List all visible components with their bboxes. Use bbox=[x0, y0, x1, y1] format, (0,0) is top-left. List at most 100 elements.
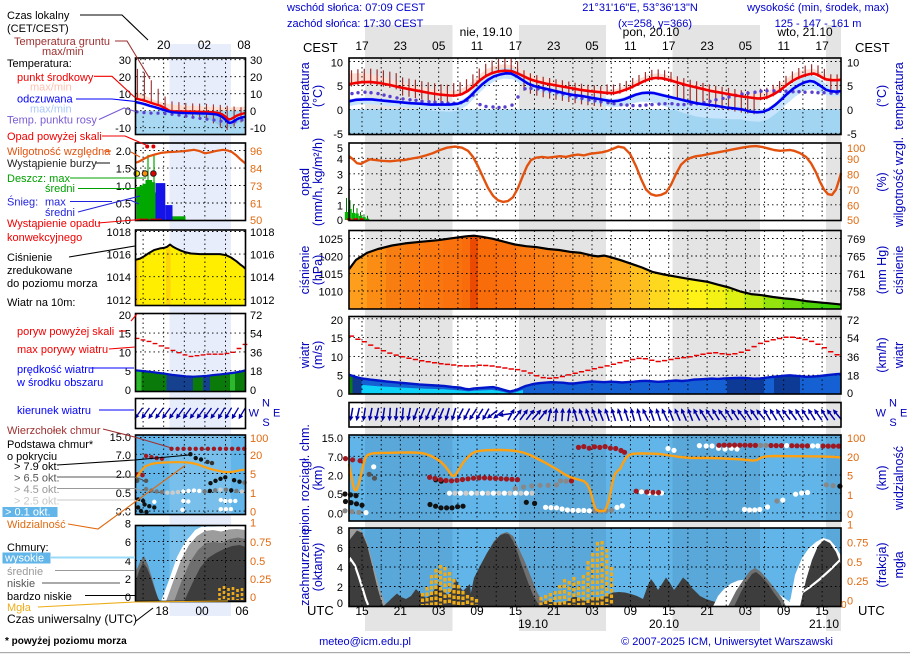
svg-text:0.5: 0.5 bbox=[328, 489, 343, 501]
svg-text:20.10: 20.10 bbox=[649, 617, 679, 631]
svg-text:769: 769 bbox=[847, 234, 865, 246]
svg-text:765: 765 bbox=[847, 252, 865, 264]
svg-text:1010: 1010 bbox=[319, 287, 343, 299]
svg-text:> 0.1 okt.: > 0.1 okt. bbox=[5, 507, 51, 519]
svg-text:Opad powyżej skali: Opad powyżej skali bbox=[7, 131, 102, 143]
svg-text:10: 10 bbox=[331, 58, 343, 70]
svg-text:5: 5 bbox=[337, 371, 343, 383]
svg-text:20: 20 bbox=[250, 450, 262, 462]
svg-text:0: 0 bbox=[337, 598, 343, 610]
svg-text:21°31'16"E, 53°36'13"N: 21°31'16"E, 53°36'13"N bbox=[582, 2, 698, 14]
svg-text:2: 2 bbox=[337, 185, 343, 197]
svg-text:temperatura: temperatura bbox=[892, 62, 906, 129]
svg-text:1018: 1018 bbox=[250, 227, 274, 239]
svg-text:Chmury:: Chmury: bbox=[7, 542, 49, 554]
svg-text:61: 61 bbox=[250, 199, 262, 211]
svg-text:761: 761 bbox=[847, 269, 865, 281]
svg-text:* powyżej poziomu morza: * powyżej poziomu morza bbox=[5, 636, 127, 647]
svg-text:60: 60 bbox=[847, 200, 859, 212]
svg-text:17: 17 bbox=[355, 39, 369, 53]
svg-text:4: 4 bbox=[337, 154, 343, 166]
svg-text:5: 5 bbox=[250, 469, 256, 481]
svg-text:ciśnienie: ciśnienie bbox=[298, 246, 312, 295]
svg-text:Wiatr na 10m:: Wiatr na 10m: bbox=[7, 297, 75, 309]
svg-text:5: 5 bbox=[847, 471, 853, 483]
svg-text:© 2007-2025 ICM, Uniwersytet W: © 2007-2025 ICM, Uniwersytet Warszawski bbox=[621, 636, 833, 648]
svg-text:20: 20 bbox=[250, 72, 262, 84]
svg-text:5: 5 bbox=[337, 143, 343, 155]
svg-text:02: 02 bbox=[198, 38, 212, 52]
svg-text:100: 100 bbox=[250, 433, 268, 445]
svg-text:prędkość wiatru: prędkość wiatru bbox=[17, 364, 94, 376]
svg-text:03: 03 bbox=[739, 604, 753, 618]
svg-text:Czas lokalny: Czas lokalny bbox=[7, 10, 70, 22]
svg-text:6: 6 bbox=[337, 543, 343, 555]
svg-text:meteo@icm.edu.pl: meteo@icm.edu.pl bbox=[319, 636, 411, 648]
svg-text:Wystąpienie burzy: Wystąpienie burzy bbox=[7, 158, 97, 170]
svg-text:mgła: mgła bbox=[892, 551, 906, 578]
svg-text:Wilgotność względna: Wilgotność względna bbox=[7, 146, 111, 158]
svg-text:wysokie: wysokie bbox=[4, 553, 44, 565]
svg-text:05: 05 bbox=[432, 39, 446, 53]
svg-text:36: 36 bbox=[250, 347, 262, 359]
svg-text:0: 0 bbox=[125, 592, 131, 604]
svg-text:20: 20 bbox=[119, 310, 131, 322]
svg-text:konwekcyjnego: konwekcyjnego bbox=[7, 232, 82, 244]
svg-text:21: 21 bbox=[394, 604, 408, 618]
svg-text:0: 0 bbox=[250, 385, 256, 397]
svg-text:18: 18 bbox=[250, 366, 262, 378]
svg-text:125 - 147 - 161 m: 125 - 147 - 161 m bbox=[775, 18, 862, 30]
svg-text:0: 0 bbox=[841, 600, 847, 611]
svg-text:30: 30 bbox=[119, 55, 131, 67]
svg-text:05: 05 bbox=[739, 39, 753, 53]
svg-text:8: 8 bbox=[337, 525, 343, 537]
svg-text:5: 5 bbox=[125, 366, 131, 378]
svg-text:20: 20 bbox=[157, 38, 171, 52]
svg-text:Temperatura:: Temperatura: bbox=[7, 58, 72, 70]
svg-text:(CET/CEST): (CET/CEST) bbox=[7, 23, 69, 35]
svg-text:5: 5 bbox=[337, 81, 343, 93]
svg-text:6: 6 bbox=[125, 537, 131, 549]
svg-text:1025: 1025 bbox=[319, 234, 343, 246]
svg-text:08: 08 bbox=[237, 38, 251, 52]
svg-text:21.10: 21.10 bbox=[809, 617, 839, 631]
svg-text:50: 50 bbox=[847, 215, 859, 227]
svg-text:średnie: średnie bbox=[7, 566, 43, 578]
svg-text:17: 17 bbox=[509, 39, 523, 53]
svg-text:0.5: 0.5 bbox=[116, 488, 131, 500]
svg-text:-5: -5 bbox=[847, 129, 857, 141]
svg-text:średni: średni bbox=[45, 183, 75, 195]
svg-text:punkt środkowy: punkt środkowy bbox=[17, 72, 94, 84]
svg-text:poryw powyżej skali: poryw powyżej skali bbox=[17, 326, 114, 338]
svg-text:max/min: max/min bbox=[30, 82, 72, 94]
svg-text:1.5: 1.5 bbox=[116, 164, 131, 176]
svg-text:4: 4 bbox=[337, 563, 343, 575]
svg-text:1018: 1018 bbox=[107, 227, 131, 239]
svg-text:1012: 1012 bbox=[250, 295, 274, 307]
svg-text:wiatr: wiatr bbox=[298, 342, 312, 369]
svg-text:Temp. punktu rosy: Temp. punktu rosy bbox=[7, 115, 97, 127]
svg-text:2: 2 bbox=[337, 582, 343, 594]
svg-text:15: 15 bbox=[509, 604, 523, 618]
svg-text:max porywy wiatru: max porywy wiatru bbox=[17, 344, 108, 356]
svg-text:wilgotność wzgl.: wilgotność wzgl. bbox=[892, 137, 906, 228]
svg-text:1016: 1016 bbox=[250, 250, 274, 262]
svg-text:Temperatura gruntu: Temperatura gruntu bbox=[14, 36, 110, 48]
svg-text:max/min: max/min bbox=[30, 104, 72, 116]
svg-text:Ciśnienie: Ciśnienie bbox=[7, 252, 52, 264]
svg-text:5: 5 bbox=[847, 81, 853, 93]
svg-text:100: 100 bbox=[847, 433, 865, 445]
svg-text:10: 10 bbox=[331, 352, 343, 364]
svg-text:do poziomu morza: do poziomu morza bbox=[7, 278, 98, 290]
svg-text:15.0: 15.0 bbox=[322, 433, 343, 445]
svg-text:(km): (km) bbox=[875, 466, 889, 491]
svg-text:05: 05 bbox=[585, 39, 599, 53]
svg-text:nie, 19.10: nie, 19.10 bbox=[460, 25, 513, 39]
svg-text:Czas uniwersalny (UTC): Czas uniwersalny (UTC) bbox=[7, 612, 137, 626]
svg-text:niskie: niskie bbox=[7, 578, 35, 590]
svg-text:(%): (%) bbox=[875, 172, 889, 191]
svg-text:1: 1 bbox=[847, 520, 853, 532]
svg-text:E: E bbox=[273, 408, 280, 420]
svg-text:(mm/h, kg/m²/h): (mm/h, kg/m²/h) bbox=[311, 138, 325, 226]
svg-text:10: 10 bbox=[250, 89, 262, 101]
